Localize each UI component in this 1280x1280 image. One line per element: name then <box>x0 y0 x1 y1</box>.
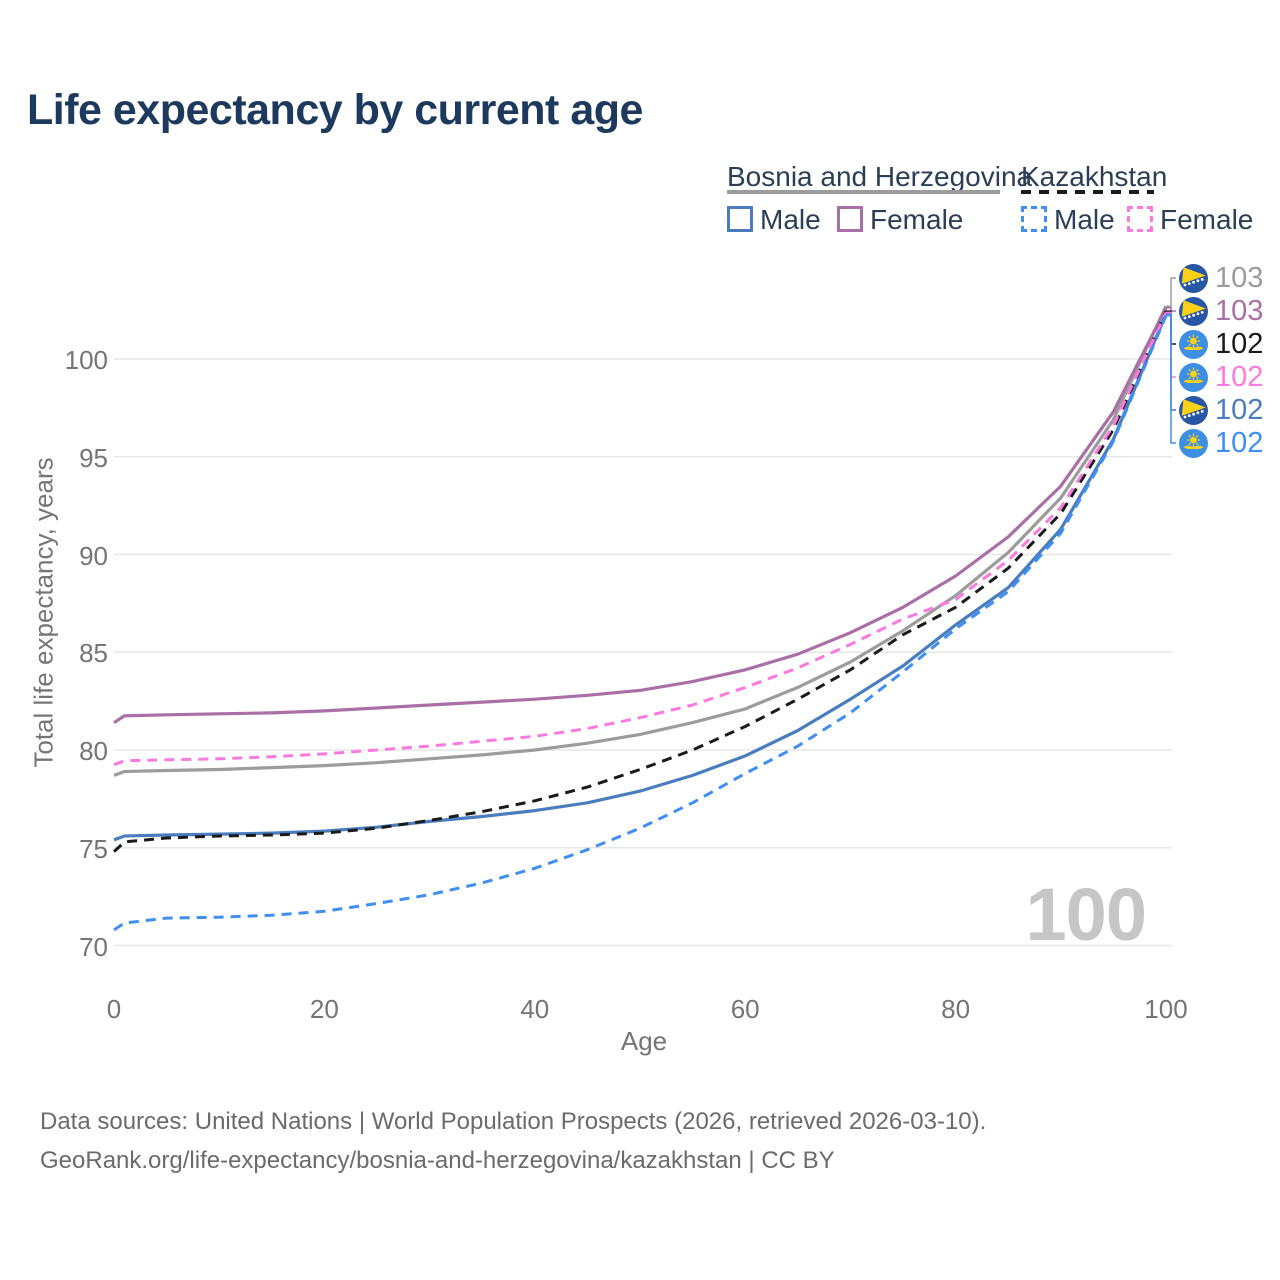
y-tick-95: 95 <box>79 442 108 473</box>
end-label-leader <box>1166 307 1176 312</box>
x-tick-80: 80 <box>941 994 971 1024</box>
footer-data-sources: Data sources: United Nations | World Pop… <box>40 1108 987 1135</box>
legend-underline-kazakhstan <box>1021 190 1154 194</box>
end-label-value: 102 <box>1215 327 1264 360</box>
end-label-bosnia-female: 103 <box>1179 295 1263 327</box>
page-title: Life expectancy by current age <box>27 86 643 134</box>
x-tick-100: 100 <box>1144 994 1188 1024</box>
end-label-leader <box>1166 314 1176 444</box>
end-label-value: 103 <box>1215 294 1264 327</box>
y-tick-80: 80 <box>79 736 108 766</box>
y-tick-100: 100 <box>64 345 108 375</box>
y-tick-85: 85 <box>79 638 108 669</box>
end-label-bosnia-male: 102 <box>1179 394 1263 426</box>
legend-item-kazakhstan-female[interactable]: Female <box>1160 204 1254 235</box>
end-label-kazakhstan-male: 102 <box>1179 427 1263 459</box>
end-label-value: 102 <box>1215 360 1264 393</box>
y-tick-75: 75 <box>79 833 108 864</box>
end-label-value: 103 <box>1215 261 1264 294</box>
footer-attribution-link: GeoRank.org/life-expectancy/bosnia-and-h… <box>40 1147 835 1174</box>
bosnia-flag-icon <box>1179 395 1208 425</box>
bosnia-flag-icon <box>1179 263 1208 293</box>
age-watermark: 100 <box>1025 873 1147 956</box>
series-line-bosnia-female <box>113 307 1168 724</box>
legend-swatch-bosnia-male[interactable] <box>727 206 753 232</box>
y-tick-90: 90 <box>79 540 108 571</box>
end-label-leader <box>1166 277 1176 307</box>
x-tick-20: 20 <box>309 994 339 1024</box>
end-label-value: 102 <box>1215 393 1264 426</box>
legend-underline-bosnia <box>727 190 1000 194</box>
legend-item-bosnia-female[interactable]: Female <box>870 204 964 235</box>
end-label-kazakhstan-female: 102 <box>1179 361 1263 393</box>
series-line-kazakhstan-female <box>113 311 1168 767</box>
legend-group-kazakhstan: Kazakhstan <box>1021 161 1168 192</box>
end-label-value: 102 <box>1215 426 1264 459</box>
x-tick-40: 40 <box>520 994 550 1024</box>
legend-swatch-kazakhstan-male[interactable] <box>1021 206 1047 232</box>
kazakhstan-flag-icon <box>1179 362 1208 392</box>
end-label-bosnia-total: 103 <box>1179 262 1263 294</box>
legend-item-kazakhstan-male[interactable]: Male <box>1054 204 1115 235</box>
legend-item-bosnia-male[interactable]: Male <box>760 204 821 235</box>
x-tick-0: 0 <box>106 994 122 1024</box>
series-line-kazakhstan-male <box>113 315 1168 932</box>
y-tick-70: 70 <box>79 931 108 962</box>
end-label-kazakhstan-total: 102 <box>1179 328 1263 360</box>
x-axis-title: Age <box>620 1026 668 1056</box>
legend-swatch-kazakhstan-female[interactable] <box>1127 206 1153 232</box>
bosnia-flag-icon <box>1179 296 1208 326</box>
kazakhstan-flag-icon <box>1179 329 1208 359</box>
x-tick-60: 60 <box>730 994 760 1024</box>
legend-group-bosnia: Bosnia and Herzegovina <box>727 161 1033 192</box>
series-line-bosnia-total <box>113 305 1168 777</box>
legend-swatch-bosnia-female[interactable] <box>837 206 863 232</box>
series-line-bosnia-male <box>113 313 1168 842</box>
kazakhstan-flag-icon <box>1179 428 1208 458</box>
series-line-kazakhstan-total <box>112 310 1168 853</box>
